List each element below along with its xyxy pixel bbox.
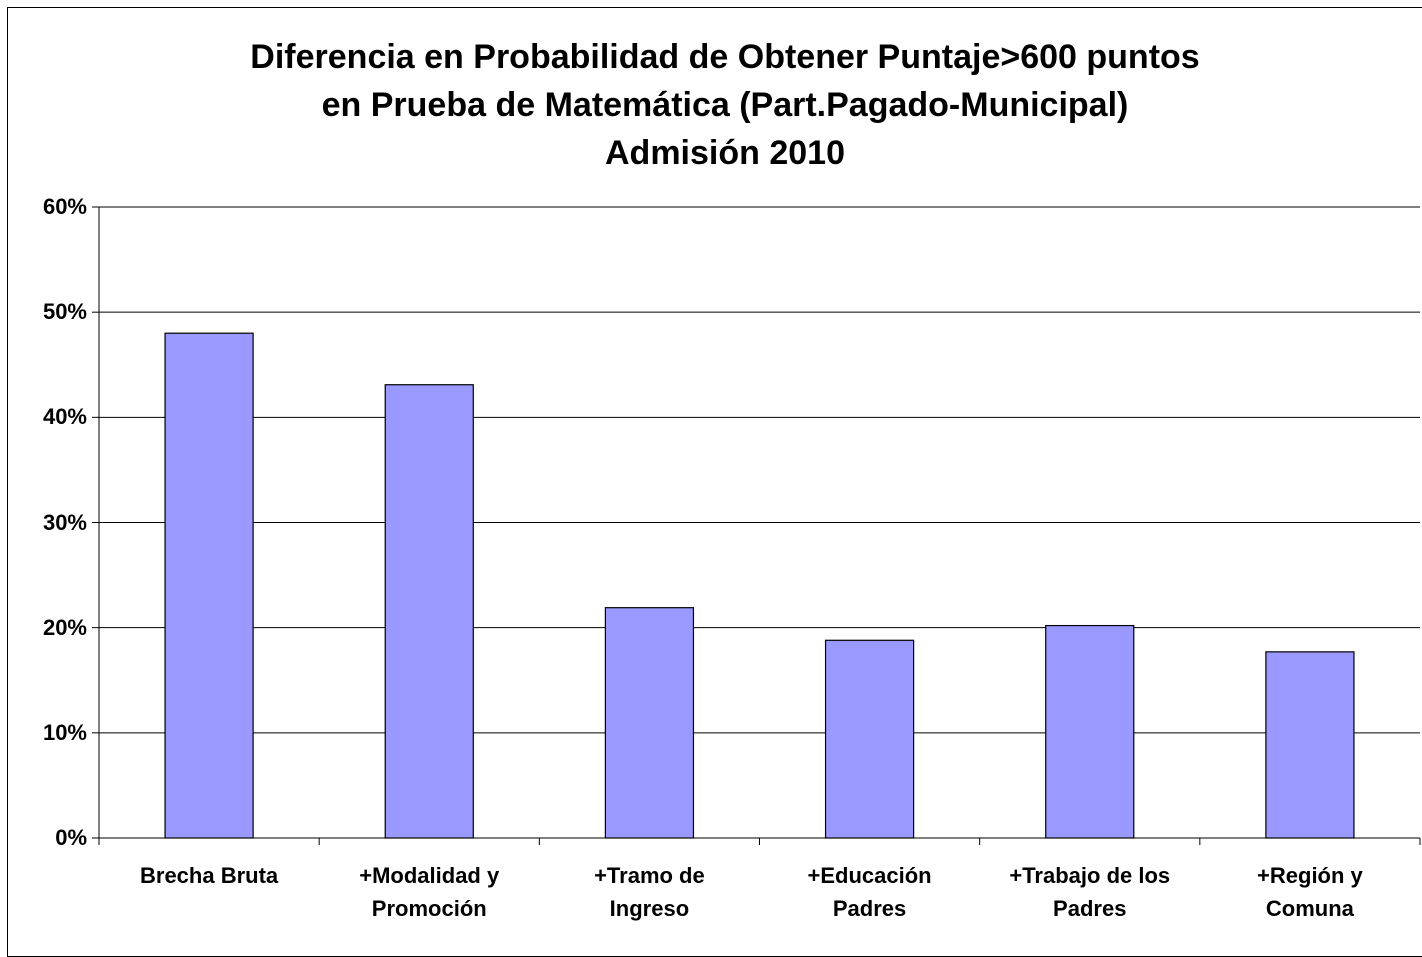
y-tick-label: 10% bbox=[42, 719, 87, 745]
x-tick-label: +Trabajo de los Padres bbox=[1009, 863, 1171, 921]
bar bbox=[1265, 651, 1355, 839]
chart-title: Admisión 2010 bbox=[605, 134, 845, 172]
x-tick-label: +Educación Padres bbox=[807, 863, 932, 921]
chart-title: en Prueba de Matemática (Part.Pagado-Mun… bbox=[321, 86, 1129, 124]
y-tick-label: 30% bbox=[42, 509, 87, 535]
y-tick-label: 60% bbox=[42, 194, 87, 219]
y-tick-label: 40% bbox=[42, 404, 87, 430]
y-tick-label: 50% bbox=[42, 299, 87, 325]
bar bbox=[604, 607, 695, 839]
bar bbox=[824, 639, 915, 839]
y-tick-label: 0% bbox=[55, 825, 87, 850]
x-tick-label: +Tramo de Ingreso bbox=[594, 863, 705, 921]
x-tick-label: Brecha Bruta bbox=[140, 863, 279, 888]
bar bbox=[1045, 624, 1135, 839]
chart-title: Diferencia en Probabilidad de Obtener Pu… bbox=[250, 38, 1200, 76]
y-tick-label: 20% bbox=[42, 614, 87, 640]
bar bbox=[164, 332, 254, 839]
x-tick-label: +Región y Comuna bbox=[1257, 863, 1363, 921]
x-tick-label: +Modalidad y Promoción bbox=[359, 863, 500, 921]
bar bbox=[384, 384, 474, 839]
